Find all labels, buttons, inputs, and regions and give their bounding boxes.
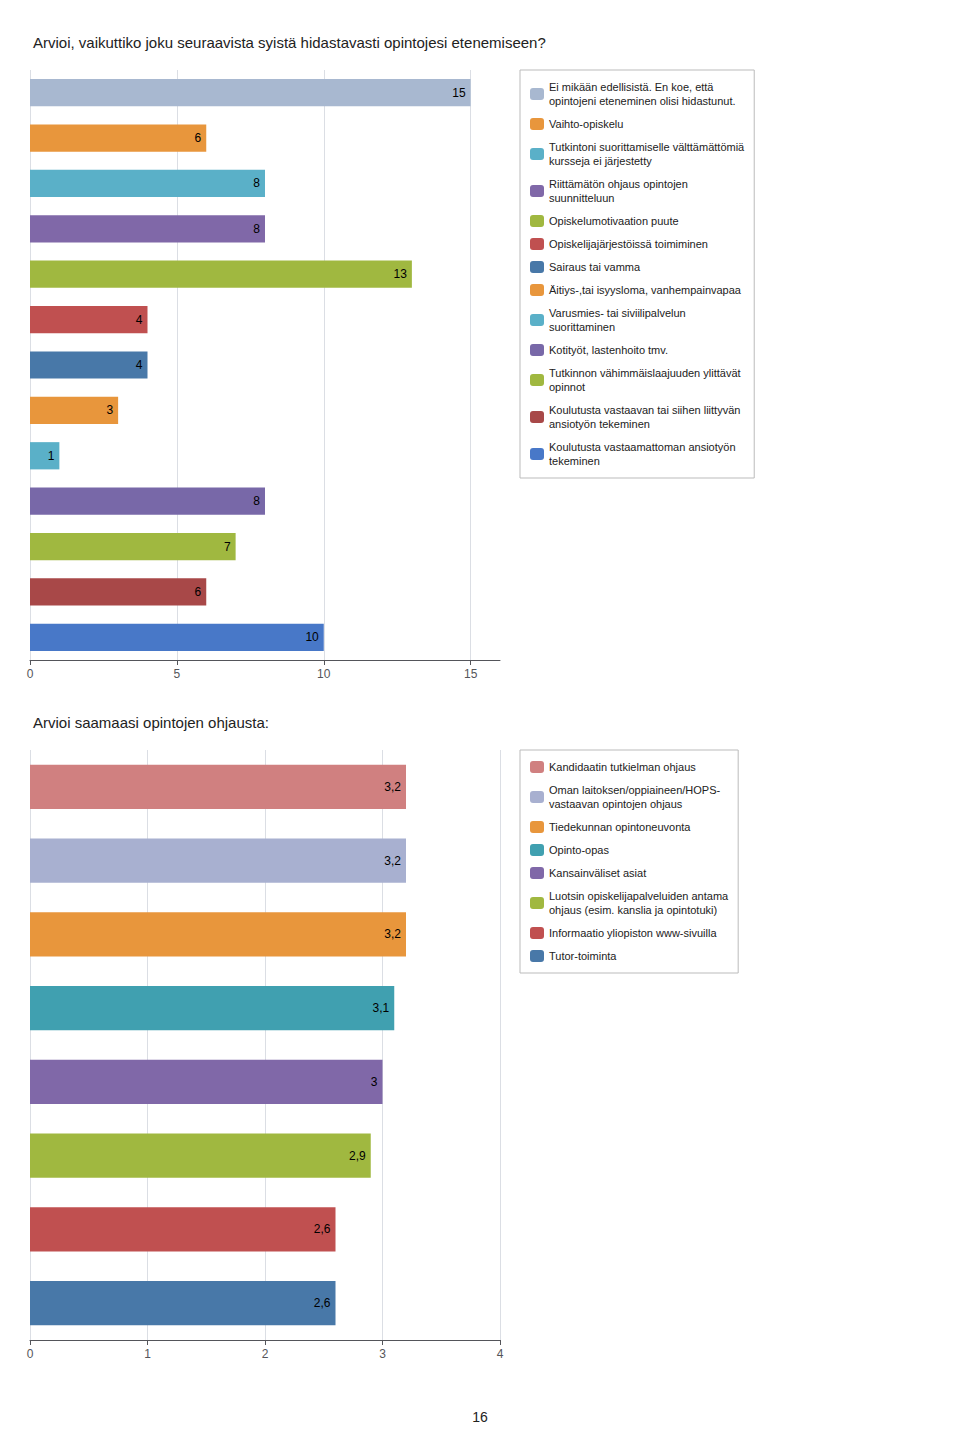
svg-text:Informaatio yliopiston www-siv: Informaatio yliopiston www-sivuilla bbox=[549, 927, 717, 939]
svg-text:2,6: 2,6 bbox=[314, 1296, 331, 1310]
svg-text:3,1: 3,1 bbox=[373, 1001, 390, 1015]
svg-text:0: 0 bbox=[27, 667, 34, 681]
svg-text:Tiedekunnan opintoneuvonta: Tiedekunnan opintoneuvonta bbox=[549, 821, 691, 833]
svg-text:Tutor-toiminta: Tutor-toiminta bbox=[549, 950, 617, 962]
svg-text:1: 1 bbox=[144, 1347, 151, 1361]
svg-text:Opiskelijajärjestöissä toimimi: Opiskelijajärjestöissä toimiminen bbox=[549, 238, 708, 250]
svg-text:5: 5 bbox=[174, 667, 181, 681]
svg-text:Arvioi, vaikuttiko joku seuraa: Arvioi, vaikuttiko joku seuraavista syis… bbox=[33, 34, 546, 51]
svg-text:Ei mikään edellisistä. En koe,: Ei mikään edellisistä. En koe, että bbox=[549, 81, 714, 93]
svg-text:Arvioi saamaasi opintojen ohja: Arvioi saamaasi opintojen ohjausta: bbox=[33, 714, 269, 731]
svg-text:suunnitteluun: suunnitteluun bbox=[549, 192, 614, 204]
svg-text:Opiskelumotivaation puute: Opiskelumotivaation puute bbox=[549, 215, 679, 227]
svg-text:Tutkinnon vähimmäislaajuuden y: Tutkinnon vähimmäislaajuuden ylittävät bbox=[549, 367, 741, 379]
svg-text:opintojeni eteneminen olisi hi: opintojeni eteneminen olisi hidastunut. bbox=[549, 95, 736, 107]
svg-text:8: 8 bbox=[253, 176, 260, 190]
svg-text:8: 8 bbox=[253, 494, 260, 508]
svg-text:1: 1 bbox=[48, 449, 55, 463]
svg-text:vastaavan opintojen ohjaus: vastaavan opintojen ohjaus bbox=[549, 798, 683, 810]
svg-text:3,2: 3,2 bbox=[384, 780, 401, 794]
svg-text:Oman laitoksen/oppiaineen/HOPS: Oman laitoksen/oppiaineen/HOPS- bbox=[549, 784, 721, 796]
svg-text:Tutkintoni suorittamiselle väl: Tutkintoni suorittamiselle välttämättömi… bbox=[549, 141, 745, 153]
svg-text:3: 3 bbox=[106, 403, 113, 417]
svg-text:Riittämätön ohjaus opintojen: Riittämätön ohjaus opintojen bbox=[549, 178, 688, 190]
svg-text:Kandidaatin tutkielman ohjaus: Kandidaatin tutkielman ohjaus bbox=[549, 761, 696, 773]
svg-text:2: 2 bbox=[262, 1347, 269, 1361]
svg-text:2,9: 2,9 bbox=[349, 1149, 366, 1163]
svg-text:Koulutusta vastaamattoman ansi: Koulutusta vastaamattoman ansiotyön bbox=[549, 441, 736, 453]
svg-text:Kansainväliset asiat: Kansainväliset asiat bbox=[549, 867, 646, 879]
svg-text:kursseja ei järjestetty: kursseja ei järjestetty bbox=[549, 155, 652, 167]
svg-text:2,6: 2,6 bbox=[314, 1222, 331, 1236]
svg-text:10: 10 bbox=[317, 667, 331, 681]
svg-text:Varusmies- tai siviilipalvelun: Varusmies- tai siviilipalvelun bbox=[549, 307, 686, 319]
svg-text:3,2: 3,2 bbox=[384, 927, 401, 941]
svg-text:6: 6 bbox=[195, 585, 202, 599]
svg-text:7: 7 bbox=[224, 540, 231, 554]
svg-text:16: 16 bbox=[472, 1409, 488, 1425]
svg-text:tekeminen: tekeminen bbox=[549, 455, 600, 467]
svg-text:4: 4 bbox=[497, 1347, 504, 1361]
svg-text:Koulutusta vastaavan tai siihe: Koulutusta vastaavan tai siihen liittyvä… bbox=[549, 404, 740, 416]
svg-text:4: 4 bbox=[136, 358, 143, 372]
svg-text:8: 8 bbox=[253, 222, 260, 236]
svg-text:13: 13 bbox=[394, 267, 408, 281]
svg-text:6: 6 bbox=[195, 131, 202, 145]
svg-text:ansiotyön tekeminen: ansiotyön tekeminen bbox=[549, 418, 650, 430]
svg-text:4: 4 bbox=[136, 313, 143, 327]
svg-text:3,2: 3,2 bbox=[384, 854, 401, 868]
svg-text:opinnot: opinnot bbox=[549, 381, 585, 393]
svg-text:Äitiys-,tai isyysloma, vanhemp: Äitiys-,tai isyysloma, vanhempainvapaa bbox=[549, 284, 742, 296]
svg-text:Kotityöt, lastenhoito tmv.: Kotityöt, lastenhoito tmv. bbox=[549, 344, 668, 356]
svg-text:10: 10 bbox=[305, 630, 319, 644]
svg-text:ohjaus (esim. kanslia ja opint: ohjaus (esim. kanslia ja opintotuki) bbox=[549, 904, 717, 916]
svg-text:0: 0 bbox=[27, 1347, 34, 1361]
svg-text:15: 15 bbox=[452, 86, 466, 100]
svg-text:Opinto-opas: Opinto-opas bbox=[549, 844, 609, 856]
svg-text:3: 3 bbox=[379, 1347, 386, 1361]
svg-text:Sairaus tai vamma: Sairaus tai vamma bbox=[549, 261, 641, 273]
svg-text:Vaihto-opiskelu: Vaihto-opiskelu bbox=[549, 118, 623, 130]
svg-text:Luotsin opiskelijapalveluiden: Luotsin opiskelijapalveluiden antama bbox=[549, 890, 729, 902]
svg-text:suorittaminen: suorittaminen bbox=[549, 321, 615, 333]
svg-text:3: 3 bbox=[371, 1075, 378, 1089]
svg-text:15: 15 bbox=[464, 667, 478, 681]
